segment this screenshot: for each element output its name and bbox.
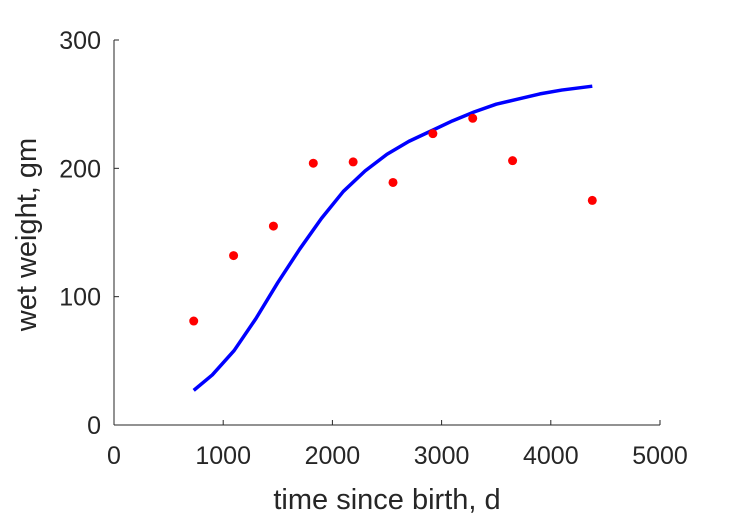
series-layer [189, 84, 597, 392]
y-tick-label: 200 [59, 155, 101, 183]
data-point [348, 157, 358, 167]
y-tick-label: 0 [87, 412, 101, 440]
x-tick-label: 3000 [414, 442, 470, 470]
data-point [428, 129, 438, 139]
x-tick-label: 2000 [305, 442, 361, 470]
data-point [268, 221, 278, 231]
x-tick-label: 0 [107, 442, 121, 470]
x-axis-title: time since birth, d [273, 484, 500, 516]
data-point [468, 113, 478, 123]
data-point [308, 158, 318, 168]
x-tick-label: 5000 [632, 442, 688, 470]
data-point [587, 195, 597, 205]
x-tick-label: 1000 [195, 442, 251, 470]
data-point [508, 156, 518, 166]
y-tick-label: 100 [59, 284, 101, 312]
ticks: 0 1000 2000 3000 4000 5000 0 100 200 300 [59, 27, 688, 470]
data-point [189, 316, 199, 326]
fit-curve-line [192, 84, 593, 392]
axes [113, 40, 660, 426]
data-point [229, 251, 239, 261]
data-point [388, 177, 398, 187]
y-tick-label: 300 [59, 27, 101, 55]
x-tick-label: 4000 [523, 442, 579, 470]
y-axis-title: wet weight, gm [11, 138, 43, 332]
